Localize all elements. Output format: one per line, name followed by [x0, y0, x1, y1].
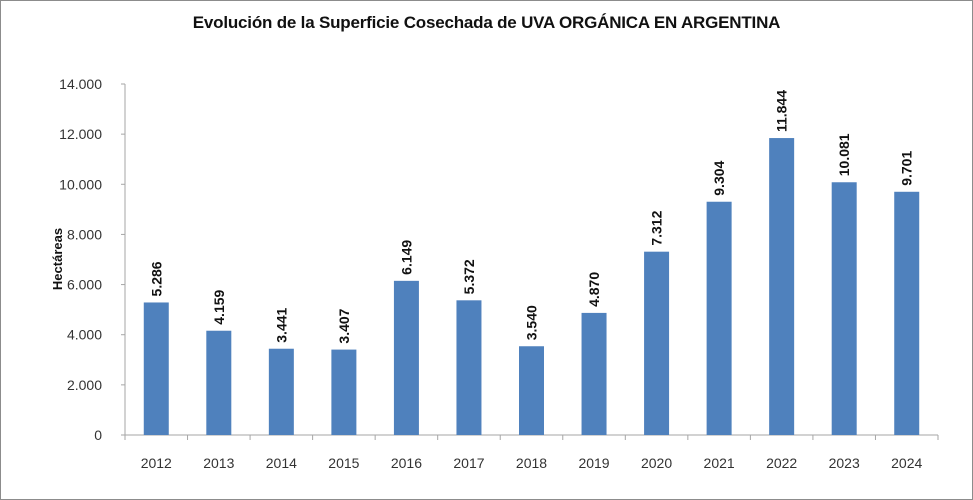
x-tick-label: 2020: [641, 455, 672, 471]
bar: [644, 251, 670, 435]
chart-title: Evolución de la Superficie Cosechada de …: [192, 13, 781, 32]
y-tick-label: 12.000: [59, 126, 102, 142]
bar: [519, 346, 544, 435]
x-tick-label: 2018: [516, 455, 547, 471]
x-tick-label: 2014: [266, 455, 297, 471]
bar: [769, 138, 795, 435]
y-tick-label: 2.000: [67, 377, 102, 393]
y-tick-label: 8.000: [67, 226, 102, 242]
data-label: 3.407: [336, 308, 352, 343]
y-axis-title: Hectáreas: [50, 228, 65, 290]
bar: [331, 349, 357, 435]
bar: [706, 201, 732, 435]
bar: [393, 280, 419, 435]
bar: [831, 182, 857, 435]
bars: [143, 138, 920, 435]
data-label: 6.149: [398, 240, 414, 275]
x-tick-label: 2022: [766, 455, 797, 471]
x-tick-label: 2017: [453, 455, 484, 471]
data-label: 11.844: [774, 90, 790, 132]
bar: [268, 348, 294, 435]
data-label: 3.441: [273, 307, 289, 342]
data-labels: 5.286 4.159 3.441 3.407 6.149 5.372 3.540 4.870…: [148, 90, 914, 344]
x-tick-label: 2019: [578, 455, 609, 471]
y-tick-label: 6.000: [67, 277, 102, 293]
data-label: 9.701: [899, 151, 915, 186]
bar: [894, 191, 920, 435]
y-tick-label: 10.000: [59, 176, 102, 192]
x-tick-label: 2024: [891, 455, 922, 471]
data-label: 7.312: [649, 210, 665, 245]
bar: [456, 300, 482, 435]
data-label: 4.159: [211, 289, 227, 324]
bar: [143, 302, 169, 435]
y-tick-label: 14.000: [59, 76, 102, 92]
data-label: 9.304: [711, 160, 727, 195]
y-axis: 0 2.000 4.000 6.000 8.000 10.000 12.000 14.000: [59, 76, 126, 443]
x-tick-label: 2021: [704, 455, 735, 471]
data-label: 4.870: [586, 272, 602, 307]
x-tick-label: 2016: [391, 455, 422, 471]
x-tick-label: 2013: [203, 455, 234, 471]
data-label: 5.286: [148, 261, 164, 296]
y-tick-label: 0: [94, 427, 102, 443]
bar: [581, 312, 607, 435]
x-tick-label: 2012: [141, 455, 172, 471]
x-axis: 2012 2013 2014 2015 2016 2017 2018 2019 2020 2021…: [124, 434, 939, 471]
x-tick-label: 2023: [829, 455, 860, 471]
data-label: 5.372: [461, 259, 477, 294]
data-label: 3.540: [524, 305, 540, 340]
x-tick-label: 2015: [328, 455, 359, 471]
data-label: 10.081: [836, 133, 852, 176]
bar: [206, 330, 232, 435]
y-tick-label: 4.000: [67, 327, 102, 343]
